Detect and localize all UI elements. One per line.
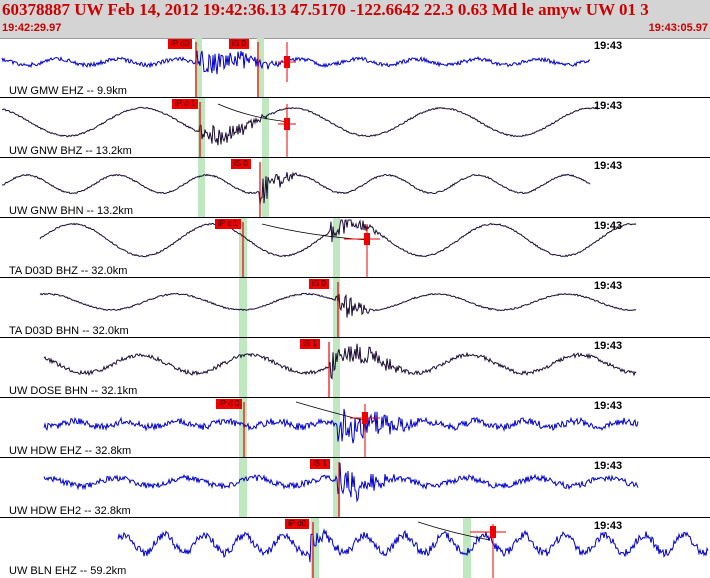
pick-marker[interactable]: iP d0	[168, 39, 193, 49]
window-start-time: 19:42:29.97	[2, 22, 62, 34]
trace-svg	[1, 158, 591, 217]
trace-svg	[43, 398, 639, 457]
trace-svg	[39, 278, 637, 337]
pick-marker[interactable]: iS 1	[310, 459, 330, 469]
pick-marker[interactable]: iP d 1	[172, 99, 199, 109]
trace-panel-bln-ehz[interactable]: iP d0 19:43 UW BLN EHZ -- 59.2km	[0, 518, 710, 578]
station-label: TA D03D BHZ -- 32.0km	[9, 265, 128, 277]
waveform	[1, 50, 591, 75]
station-label: TA D03D BHN -- 32.0km	[9, 325, 129, 337]
time-mark: 19:43	[594, 280, 623, 292]
trace-panel-gnw-bhn[interactable]: iS 0 19:43 UW GNW BHN -- 13.2km	[0, 158, 710, 218]
station-label: UW HDW EH2 -- 32.8km	[9, 505, 131, 517]
event-header: 60378887 UW Feb 14, 2012 19:42:36.13 47.…	[0, 0, 710, 39]
pick-marker[interactable]: iP c 1	[215, 219, 241, 229]
pick-marker[interactable]: iS 0	[229, 39, 249, 49]
waveform	[43, 343, 637, 380]
station-label: UW GMW EHZ -- 9.9km	[9, 85, 127, 97]
trace-svg	[1, 38, 591, 97]
pick-marker[interactable]: iS 0	[309, 279, 329, 289]
trace-svg	[117, 518, 709, 578]
trace-panel-hdw-eh2[interactable]: iS 1 19:43 UW HDW EH2 -- 32.8km	[0, 458, 710, 518]
trace-svg	[43, 458, 639, 517]
trace-panel-d03d-bhz[interactable]: iP c 1 19:43 TA D03D BHZ -- 32.0km	[0, 218, 710, 278]
station-label: UW DOSE BHN -- 32.1km	[9, 385, 138, 397]
station-label: UW BLN EHZ -- 59.2km	[9, 565, 127, 577]
pick-marker[interactable]: iP d 0	[216, 399, 243, 409]
time-mark: 19:43	[594, 460, 623, 472]
waveform	[43, 408, 639, 444]
time-mark: 19:43	[594, 40, 623, 52]
time-mark: 19:43	[594, 160, 623, 172]
time-mark: 19:43	[594, 220, 623, 232]
event-summary: 60378887 UW Feb 14, 2012 19:42:36.13 47.…	[2, 0, 649, 19]
trace-svg	[39, 218, 637, 277]
trace-panel-gnw-bhz[interactable]: iP d 1 19:43 UW GNW BHZ -- 13.2km	[0, 98, 710, 158]
waveform	[117, 528, 709, 563]
station-label: UW GNW BHN -- 13.2km	[9, 205, 134, 217]
time-mark: 19:43	[594, 100, 623, 112]
pick-marker[interactable]: iS 1	[300, 339, 320, 349]
pick-marker[interactable]: iP d0	[285, 519, 310, 529]
time-mark: 19:43	[594, 340, 623, 352]
station-label: UW HDW EHZ -- 32.8km	[9, 445, 132, 457]
trace-panel-gmw-ehz[interactable]: iP d0 iS 0 19:43 UW GMW EHZ -- 9.9km	[0, 38, 710, 98]
pick-marker[interactable]: iS 0	[231, 159, 251, 169]
waveform	[1, 171, 591, 205]
waveform	[39, 219, 637, 258]
waveform	[1, 106, 599, 146]
waveform	[43, 462, 639, 503]
trace-svg	[1, 98, 599, 157]
window-end-time: 19:43:05.97	[648, 22, 708, 34]
trace-svg	[43, 338, 637, 397]
trace-panel-hdw-ehz[interactable]: iP d 0 19:43 UW HDW EHZ -- 32.8km	[0, 398, 710, 458]
trace-panel-dose-bhn[interactable]: iS 1 19:43 UW DOSE BHN -- 32.1km	[0, 338, 710, 398]
seismogram-traces[interactable]: iP d0 iS 0 19:43 UW GMW EHZ -- 9.9km iP …	[0, 38, 710, 578]
time-mark: 19:43	[594, 400, 623, 412]
time-mark: 19:43	[594, 520, 623, 532]
trace-panel-d03d-bhn[interactable]: iS 0 19:43 TA D03D BHN -- 32.0km	[0, 278, 710, 338]
station-label: UW GNW BHZ -- 13.2km	[9, 145, 132, 157]
